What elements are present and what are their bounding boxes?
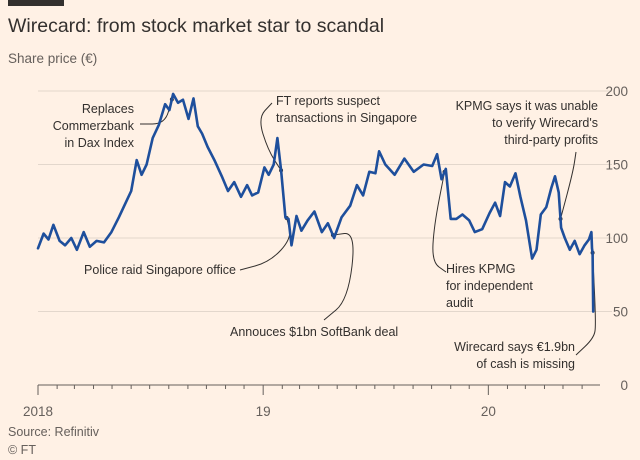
x-axis: 2018 19 20	[23, 384, 600, 419]
annotation-label: Replaces Commerzbank in Dax Index	[53, 102, 135, 150]
annotation-leader	[239, 217, 291, 271]
annotation-leader	[432, 171, 447, 273]
y-axis-ticks: 0 50 100 150 200	[605, 84, 628, 393]
y-tick-label: 50	[613, 305, 628, 320]
annotation-label: FT reports suspect transactions in Singap…	[276, 94, 417, 125]
ft-credit: © FT	[8, 443, 36, 457]
y-tick-label: 200	[605, 84, 628, 99]
annotation-label: Police raid Singapore office	[84, 263, 236, 277]
share-price-line	[36, 92, 595, 313]
x-tick-label: 2018	[23, 404, 53, 419]
chart-subtitle: Share price (€)	[8, 51, 98, 66]
series-layer	[36, 92, 595, 313]
y-tick-label: 0	[620, 378, 628, 393]
annotation-label: Annouces $1bn SoftBank deal	[230, 325, 398, 339]
annotation-label: KPMG says it was unable to verify Wirecar…	[456, 99, 598, 147]
y-tick-label: 100	[605, 231, 628, 246]
y-tick-label: 150	[605, 158, 628, 173]
annotation-leader	[260, 102, 282, 171]
gridlines	[38, 90, 612, 312]
annotation-label: Wirecard says €1.9bn of cash is missing	[454, 340, 575, 371]
annotation-leader	[560, 151, 577, 220]
annotation-leader	[140, 99, 173, 125]
ft-accent-bar	[8, 0, 64, 6]
annotation-leader	[323, 233, 354, 321]
annotation-labels: Replaces Commerzbank in Dax Index FT report…	[53, 94, 598, 371]
source-note: Source: Refinitiv	[8, 425, 100, 439]
annotation-label: Hires KPMG for independent audit	[446, 262, 533, 310]
x-tick-label: 19	[256, 404, 271, 419]
x-tick-label: 20	[481, 404, 496, 419]
chart-title: Wirecard: from stock market star to scan…	[8, 15, 385, 37]
